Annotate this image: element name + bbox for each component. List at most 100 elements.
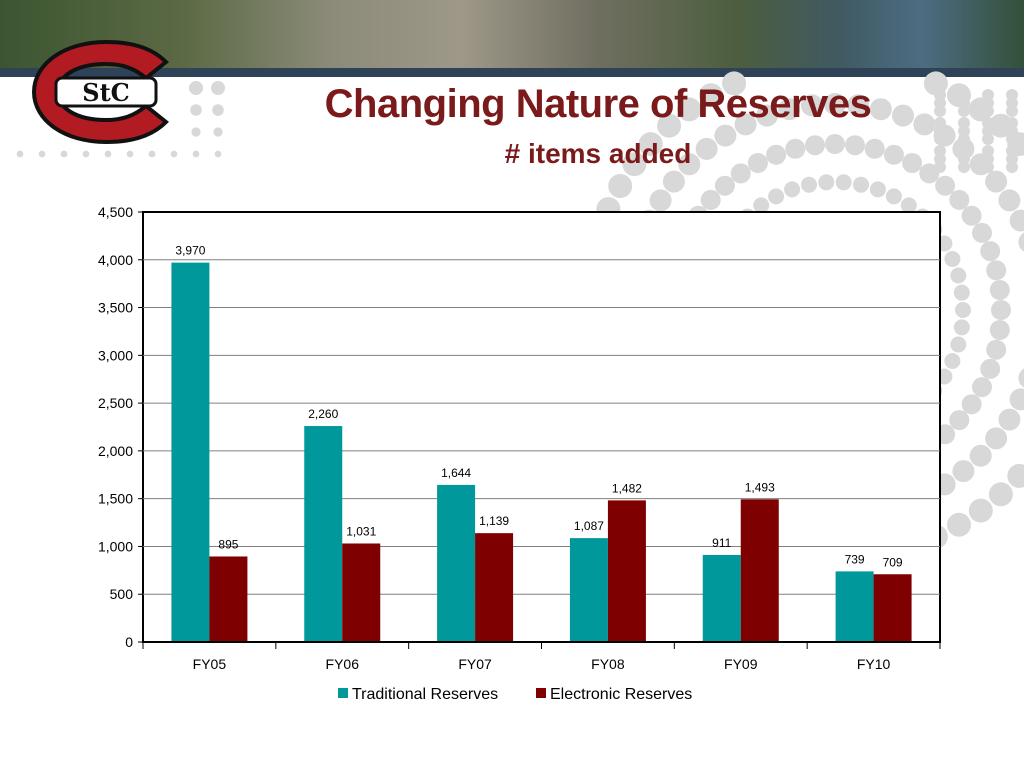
decorative-dot [982,105,994,117]
decorative-dot [935,175,956,196]
decorative-dot [869,181,886,198]
decorative-dot [734,113,757,136]
y-tick-label: 3,000 [98,347,133,363]
header-campus-photo [0,0,1024,68]
decorative-dot [988,482,1013,507]
decorative-dot [845,135,865,156]
bar-traditional [569,538,608,642]
bar-traditional [437,484,476,642]
decorative-dot [934,161,946,173]
decorative-dot [818,174,835,191]
decorative-dot [1006,161,1018,173]
bar-electronic [342,543,381,642]
y-tick-label: 2,000 [98,443,133,459]
decorative-dot [944,251,961,267]
decorative-dot [950,267,967,284]
gridlines [143,259,940,595]
decorative-dot [998,189,1021,212]
x-tick-label: FY09 [724,656,758,672]
decorative-dot [835,174,852,191]
bar-electronic [475,533,514,642]
bar-electronic [873,574,912,642]
decorative-dot [985,170,1008,193]
data-label: 895 [218,537,238,551]
decorative-dot [902,153,923,173]
plot-area [142,211,941,643]
decorative-dot [1006,133,1018,145]
decorative-dot [714,175,735,196]
decorative-dot [900,197,917,214]
decorative-dot [785,138,806,159]
decorative-dot [189,81,203,95]
decorative-dot [991,300,1011,320]
decorative-dot [1018,232,1024,252]
bar-electronic [607,500,646,642]
decorative-dot [885,188,902,205]
legend-label-electronic: Electronic Reserves [550,686,692,703]
data-label: 709 [883,555,903,569]
decorative-dot [982,133,994,145]
decorative-dot [949,189,970,210]
bar-electronic [209,556,248,642]
legend: Traditional Reserves Electronic Reserves [338,686,692,703]
data-label: 739 [845,552,865,566]
data-label: 1,493 [745,480,775,494]
data-labels: 3,970 895 2,260 1,031 1,644 1,139 1,087 1,482 91… [175,244,903,570]
decorative-dot [980,358,1001,379]
decorative-dot [958,105,970,117]
logo-bar [54,76,158,108]
decorative-dot [801,176,817,193]
logo-c-outer [31,40,169,144]
decorative-dot [192,150,200,158]
decorative-dot [825,134,845,154]
bar-traditional [835,571,874,642]
slide-title: Changing Nature of Reserves [324,82,872,126]
decorative-dot [662,170,685,193]
decorative-dot [608,174,633,198]
x-tick-label: FY07 [458,656,492,672]
decorative-dot [869,98,892,121]
decorative-dot [778,98,801,121]
bars [171,262,912,642]
decorative-dot [212,104,224,116]
y-tick-label: 4,500 [98,204,133,220]
data-label: 911 [712,536,731,550]
decorative-dot [969,444,992,467]
decorative-dot [892,104,914,127]
decorative-dot [700,189,721,210]
decorative-dot [16,150,24,158]
decorative-dot [953,284,970,301]
y-tick-label: 2,500 [98,395,133,411]
data-label: 1,139 [479,514,509,528]
decorative-dot [170,150,178,158]
slide-subtitle: # items added [504,138,692,169]
x-tick-label: FY05 [193,656,227,672]
decorative-dot [998,408,1021,431]
decorative-dot [622,152,647,177]
data-label: 1,087 [574,519,604,533]
decorative-dot [883,144,904,165]
decorative-dot [657,113,682,138]
y-axis-ticks: 0 500 1,000 1,500 2,000 2,500 3,000 3,500 4,000 4… [98,204,143,650]
decorative-dot [695,137,718,160]
y-tick-label: 500 [110,586,134,602]
decorative-dot [82,150,90,158]
decorative-dot [747,153,768,173]
decorative-dot [986,339,1007,360]
decorative-dot [989,280,1010,300]
decorative-dot [638,132,663,157]
decorative-dot [38,150,46,158]
y-tick-label: 1,500 [98,491,133,507]
data-label: 1,031 [346,524,376,538]
decorative-dot [730,163,751,184]
data-label: 3,970 [175,244,205,258]
decorative-dot [955,302,971,318]
decorative-dot [972,222,992,243]
decorative-dot [864,138,885,159]
legend-swatch-traditional [338,688,348,698]
decorative-dot [60,150,68,158]
scsu-logo: StC [31,40,169,144]
decorative-dot [677,97,702,122]
decorative-dot [953,319,970,336]
decorative-dot [800,94,823,117]
